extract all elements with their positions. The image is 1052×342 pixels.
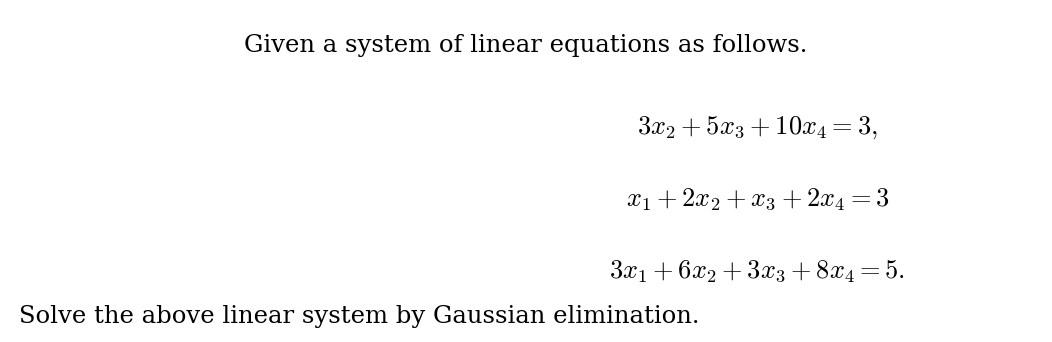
- Text: $3x_2 + 5x_3 + 10x_4 = 3,$: $3x_2 + 5x_3 + 10x_4 = 3,$: [638, 115, 877, 141]
- Text: $3x_1 + 6x_2 + 3x_3 + 8x_4 = 5.$: $3x_1 + 6x_2 + 3x_3 + 8x_4 = 5.$: [609, 258, 906, 284]
- Text: Given a system of linear equations as follows.: Given a system of linear equations as fo…: [244, 34, 808, 57]
- Text: Solve the above linear system by Gaussian elimination.: Solve the above linear system by Gaussia…: [19, 305, 700, 328]
- Text: $x_1 + 2x_2 + x_3 + 2x_4 = 3$: $x_1 + 2x_2 + x_3 + 2x_4 = 3$: [626, 186, 889, 212]
